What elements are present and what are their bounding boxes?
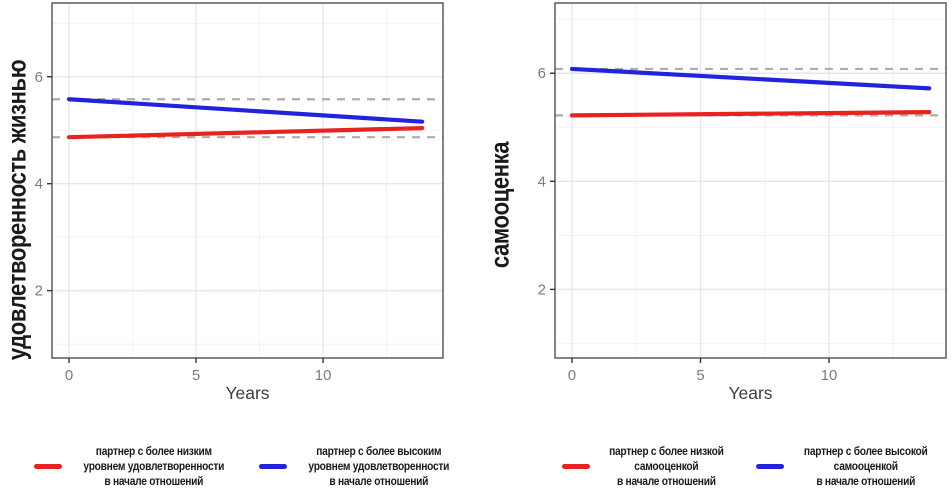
legend-label: партнер с более высокой самооценкой в на…	[804, 443, 928, 488]
legend-label: партнер с более высоким уровнем удовлетв…	[307, 443, 449, 488]
legend-label: партнер с более низким уровнем удовлетво…	[83, 443, 225, 488]
panel-border	[554, 2, 947, 359]
x-axis-title-years: Years	[225, 383, 270, 403]
legend-label: партнер с более низкой самооценкой в нач…	[609, 443, 725, 488]
x-axis-tick-label: 0	[568, 367, 576, 384]
series-line	[66, 97, 425, 124]
x-axis-tick-label: 10	[821, 367, 838, 384]
life-satisfaction-chart: 2 4 6 0 5 10 удовлетворенность жизнью Years п…	[1, 2, 473, 494]
legend-swatch-blue	[258, 463, 287, 469]
legend: партнер с более низкой самооценкой в нач…	[525, 438, 952, 494]
legend-entry-lower-satisfaction: партнер с более низким уровнем удовлетво…	[33, 443, 237, 489]
legend-entry-lower-self-esteem: партнер с более низкой самооценкой в нач…	[562, 444, 734, 489]
y-axis-tick-label: 6	[35, 69, 43, 86]
legend: партнер с более низким уровнем удовлетво…	[22, 438, 473, 494]
self-esteem-chart: 2 4 6 0 5 10 самооценка Years партнер с более…	[476, 0, 952, 504]
panel-background	[555, 3, 946, 358]
y-axis-title-self-esteem: самооценка	[484, 141, 515, 269]
panel-background	[52, 3, 443, 358]
life-satisfaction-plot-area: 2 4 6 0 5 10	[35, 2, 444, 384]
legend-entry-higher-satisfaction: партнер с более высоким уровнем удовлетв…	[258, 443, 462, 489]
y-axis-tick-label: 2	[35, 283, 43, 300]
x-axis-tick-label: 0	[65, 367, 73, 384]
y-axis-tick-label: 2	[538, 281, 546, 298]
legend-swatch-red	[562, 463, 591, 469]
x-axis-tick-label: 5	[696, 367, 704, 384]
legend-entry-higher-self-esteem: партнер с более высокой самооценкой в на…	[756, 444, 938, 489]
x-axis-title-years: Years	[728, 383, 773, 403]
series-line	[569, 66, 932, 91]
legend-swatch-red	[33, 463, 62, 469]
panel-border	[51, 2, 444, 359]
series-line	[66, 126, 425, 140]
self-esteem-plot-area: 2 4 6 0 5 10	[538, 2, 947, 384]
y-axis-title-life-satisfaction: удовлетворенность жизнью	[1, 59, 32, 361]
series-line	[569, 110, 932, 118]
legend-swatch-blue	[756, 463, 785, 469]
y-axis-tick-label: 4	[538, 173, 546, 190]
x-axis-tick-label: 5	[192, 367, 200, 384]
x-axis-tick-label: 10	[315, 367, 332, 384]
y-axis-tick-label: 6	[538, 65, 546, 82]
y-axis-tick-label: 4	[35, 176, 43, 193]
